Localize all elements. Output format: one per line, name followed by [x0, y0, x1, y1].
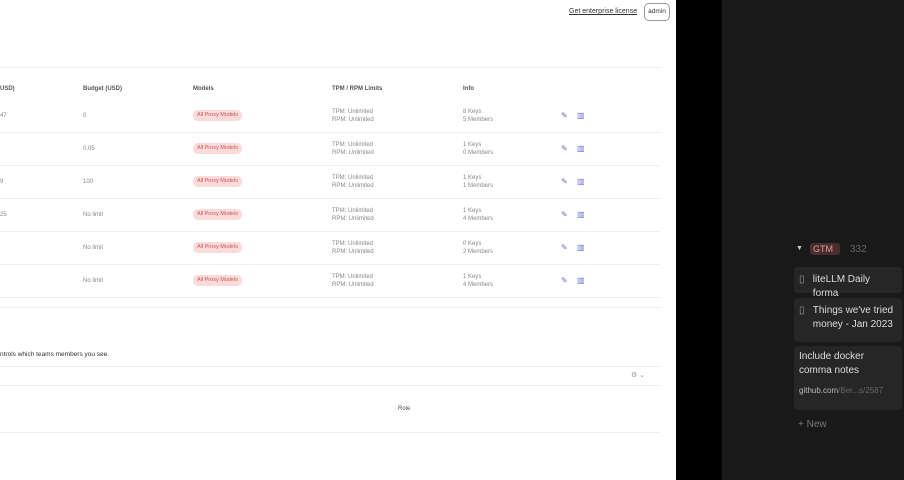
budget-cell: No limit	[83, 245, 104, 251]
card-link-path: /Ber...s/2587	[838, 386, 884, 395]
card-title: liteLLM Daily forma	[812, 274, 871, 299]
keys-cell: 1 Keys	[463, 208, 482, 214]
notion-window	[676, 0, 904, 480]
edit-icon[interactable]: ✎	[561, 243, 568, 252]
members-cell: 5 Members	[463, 117, 494, 123]
row-divider	[0, 231, 660, 232]
members-cell: 0 Members	[463, 150, 494, 156]
settings-gear-icon[interactable]: ⚙ ⌄	[631, 372, 646, 379]
divider	[0, 385, 660, 386]
budget-cell: No limit	[83, 278, 104, 284]
page-icon: ▯	[799, 274, 805, 285]
delete-icon[interactable]: ▥	[577, 276, 585, 285]
row-divider	[0, 132, 660, 133]
col-info: Info	[463, 86, 474, 92]
members-cell: 4 Members	[463, 216, 494, 222]
keys-cell: 8 Keys	[463, 109, 482, 115]
tpm-cell: TPM: Unlimited	[332, 175, 374, 181]
edit-icon[interactable]: ✎	[561, 111, 568, 120]
row-divider	[0, 198, 660, 199]
top-bar: Get enterprise license admin	[0, 0, 676, 28]
enterprise-license-link[interactable]: Get enterprise license	[569, 8, 638, 15]
row-divider	[0, 264, 660, 265]
delete-icon[interactable]: ▥	[577, 177, 585, 186]
members-cell: 1 Members	[463, 183, 494, 189]
budget-cell: No limit	[83, 212, 104, 218]
budget-cell: 100	[83, 179, 94, 185]
card-link[interactable]: github.com	[799, 386, 839, 395]
models-badge: All Proxy Models	[193, 143, 242, 154]
row-divider	[0, 165, 660, 166]
members-cell: 2 Members	[463, 249, 494, 255]
col-role: Role	[398, 406, 411, 412]
tpm-cell: TPM: Unlimited	[332, 241, 374, 247]
tpm-cell: TPM: Unlimited	[332, 142, 374, 148]
delete-icon[interactable]: ▥	[577, 210, 585, 219]
edit-icon[interactable]: ✎	[561, 144, 568, 153]
keys-cell: 1 Keys	[463, 274, 482, 280]
group-tag[interactable]: GTM	[810, 243, 840, 255]
board-card[interactable]: ▯ liteLLM Daily forma	[794, 267, 902, 299]
spend-cell: 9	[0, 179, 4, 185]
spend-cell: 47	[0, 113, 7, 119]
rpm-cell: RPM: Unlimited	[332, 183, 374, 189]
budget-cell: 0.05	[83, 146, 95, 152]
budget-cell: 0	[83, 113, 87, 119]
new-card-button[interactable]: + New	[798, 419, 827, 430]
tpm-cell: TPM: Unlimited	[332, 109, 374, 115]
rpm-cell: RPM: Unlimited	[332, 216, 374, 222]
col-spend: USD)	[0, 86, 15, 92]
col-models: Models	[193, 86, 214, 92]
keys-cell: 1 Keys	[463, 142, 482, 148]
rpm-cell: RPM: Unlimited	[332, 150, 374, 156]
tpm-cell: TPM: Unlimited	[332, 274, 374, 280]
col-budget: Budget (USD)	[83, 86, 122, 92]
spend-cell: 25	[0, 212, 7, 218]
models-badge: All Proxy Models	[193, 176, 242, 187]
rpm-cell: RPM: Unlimited	[332, 282, 374, 288]
models-badge: All Proxy Models	[193, 275, 242, 286]
delete-icon[interactable]: ▥	[577, 243, 585, 252]
keys-cell: 0 Keys	[463, 241, 482, 247]
models-badge: All Proxy Models	[193, 242, 242, 253]
card-title: Include docker comma notes	[799, 351, 865, 376]
collapse-triangle-icon[interactable]: ▼	[796, 245, 803, 252]
divider	[0, 67, 660, 68]
tpm-cell: TPM: Unlimited	[332, 208, 374, 214]
page-icon: ▯	[799, 305, 805, 316]
keys-cell: 1 Keys	[463, 175, 482, 181]
rpm-cell: RPM: Unlimited	[332, 249, 374, 255]
divider	[0, 432, 660, 433]
models-badge: All Proxy Models	[193, 209, 242, 220]
edit-icon[interactable]: ✎	[561, 210, 568, 219]
board-card[interactable]: ▯ Things we've tried money - Jan 2023	[794, 298, 902, 342]
user-menu-button[interactable]: admin	[644, 3, 670, 21]
group-count: 332	[850, 244, 867, 255]
divider	[0, 366, 660, 367]
members-description: ntrols which teams members you see.	[0, 351, 110, 358]
delete-icon[interactable]: ▥	[577, 111, 585, 120]
card-title: Things we've tried money - Jan 2023	[812, 305, 894, 330]
edit-icon[interactable]: ✎	[561, 177, 568, 186]
rpm-cell: RPM: Unlimited	[332, 117, 374, 123]
divider	[0, 307, 660, 308]
delete-icon[interactable]: ▥	[577, 144, 585, 153]
col-limits: TPM / RPM Limits	[332, 86, 383, 92]
models-badge: All Proxy Models	[193, 110, 242, 121]
admin-ui: Get enterprise license admin USD) Budget…	[0, 0, 676, 433]
board-card[interactable]: Include docker comma notes github.com/Be…	[794, 346, 902, 410]
row-divider	[0, 297, 660, 298]
edit-icon[interactable]: ✎	[561, 276, 568, 285]
members-cell: 4 Members	[463, 282, 494, 288]
